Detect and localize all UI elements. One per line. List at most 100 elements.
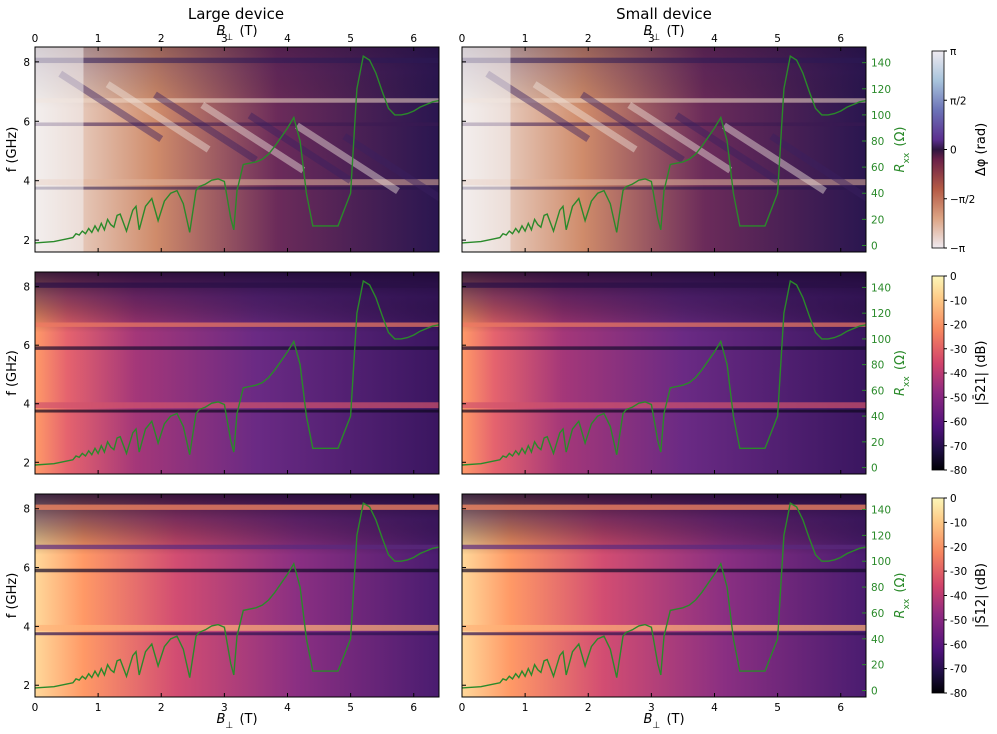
- colorbar-tick-label: 0: [950, 271, 957, 283]
- heatmap-band: [462, 282, 866, 288]
- rxx-tick-label: 0: [871, 463, 878, 475]
- colorbar-1: 0 -10 -20 -30 -40 -50 -60 -70 -80 |S̄21| (dB): [931, 271, 989, 477]
- rxx-tick-label: 140: [871, 505, 891, 517]
- heatmap-image: [35, 494, 439, 697]
- heatmap-streak: [580, 91, 685, 163]
- panel-r0-c0: 0 1 2 3 4 5 6 2 4 6 8 f (GHz) B⊥ (T): [5, 24, 440, 253]
- rxx-tick-label: 80: [871, 136, 884, 148]
- rxx-tick-label: 120: [871, 84, 891, 96]
- heatmap-streak: [200, 101, 306, 174]
- x-tick-label-top: 1: [95, 33, 102, 45]
- heatmap-band: [462, 122, 866, 127]
- heatmap-streak: [295, 122, 400, 195]
- rxx-tick-label: 80: [871, 582, 884, 594]
- axes-frame: [461, 493, 867, 698]
- rxx-line: [462, 54, 866, 244]
- heatmap-streak: [627, 101, 733, 174]
- axes-frame: [461, 271, 867, 475]
- axes-frame: [34, 493, 440, 698]
- colorbar-tick-label: -50: [950, 615, 967, 627]
- x-tick-label: 1: [522, 702, 529, 714]
- x-tick-label-top: 6: [837, 33, 844, 45]
- colorbar-tick-label: 0: [950, 493, 957, 505]
- x-tick-label-top: 5: [347, 33, 354, 45]
- rxx-tick-label: 120: [871, 308, 891, 320]
- heatmap-band: [35, 282, 439, 288]
- x-tick-label: 0: [32, 702, 39, 714]
- x-tick-label-top: 3: [648, 33, 655, 45]
- x-tick-label-top: 2: [158, 33, 165, 45]
- colorbar-gradient: [931, 275, 945, 471]
- colorbar-gradient: [931, 50, 945, 249]
- heatmap-band: [462, 624, 866, 631]
- rxx-tick-label: 100: [871, 334, 891, 346]
- x-axis-label-top: B⊥ (T): [643, 24, 684, 43]
- heatmap-band: [462, 402, 866, 409]
- x-tick-label: 0: [459, 702, 466, 714]
- x-tick-label-top: 2: [585, 33, 592, 45]
- heatmap-band: [35, 57, 439, 64]
- colorbar-tick-label: -60: [950, 639, 967, 651]
- colorbar-tick-label: -80: [950, 465, 967, 477]
- y-tick-label: 2: [23, 680, 30, 692]
- y-tick-label: 8: [23, 57, 30, 69]
- y-axis-label: f (GHz): [5, 127, 20, 173]
- rxx-tick-label: 100: [871, 110, 891, 122]
- x-axis-label: B⊥ (T): [216, 712, 257, 731]
- panel-r1-c0: 2 4 6 8 f (GHz): [5, 271, 440, 475]
- rxx-tick-label: 20: [871, 660, 884, 672]
- rxx-tick-label: 60: [871, 162, 884, 174]
- column-title-large: Large device: [188, 5, 284, 23]
- rxx-tick-label: 20: [871, 437, 884, 449]
- colorbar-tick-label: -20: [950, 542, 967, 554]
- rxx-tick-label: 140: [871, 282, 891, 294]
- colorbar-gradient: [931, 497, 945, 694]
- colorbar-tick-label: -30: [950, 566, 967, 578]
- x-tick-label-top: 1: [522, 33, 529, 45]
- heatmap-streak: [722, 122, 827, 195]
- x-tick-label: 5: [774, 702, 781, 714]
- x-tick-label: 3: [221, 702, 228, 714]
- x-tick-label: 3: [648, 702, 655, 714]
- x-tick-label: 4: [711, 702, 718, 714]
- heatmap-lowfield-bright: [35, 47, 84, 252]
- rxx-line: [35, 279, 439, 466]
- heatmap-band: [462, 504, 866, 510]
- colorbar-label: Δφ (rad): [974, 123, 989, 176]
- colorbar-tick-label: -60: [950, 417, 967, 429]
- colorbar-tick-label: −π: [950, 243, 966, 255]
- colorbar-tick-label: -70: [950, 441, 967, 453]
- x-tick-label: 6: [410, 702, 417, 714]
- heatmap-band: [35, 568, 439, 573]
- rxx-axis-label: Rxx (Ω): [893, 126, 912, 172]
- x-tick-label-top: 3: [221, 33, 228, 45]
- rxx-line: [35, 501, 439, 689]
- heatmap-band: [462, 322, 866, 327]
- rxx-line: [35, 54, 439, 244]
- heatmap-band: [462, 568, 866, 573]
- colorbar-label: |S̄12| (dB): [974, 563, 989, 628]
- x-tick-label-top: 4: [284, 33, 291, 45]
- x-tick-label: 1: [95, 702, 102, 714]
- colorbar-tick-label: -40: [950, 591, 967, 603]
- y-tick-label: 6: [23, 340, 30, 352]
- heatmap-image: [462, 272, 866, 474]
- y-axis-label: f (GHz): [5, 573, 20, 619]
- y-tick-label: 2: [23, 457, 30, 469]
- x-tick-label: 2: [158, 702, 165, 714]
- axes-frame: [461, 46, 867, 253]
- x-tick-label-top: 5: [774, 33, 781, 45]
- colorbar-tick-label: -30: [950, 344, 967, 356]
- heatmap-streak: [769, 133, 866, 202]
- y-tick-label: 8: [23, 282, 30, 294]
- y-tick-label: 4: [23, 176, 30, 188]
- colorbar-tick-label: π/2: [950, 95, 967, 107]
- heatmap-image: [35, 272, 439, 474]
- heatmap-band: [462, 98, 866, 103]
- rxx-line: [462, 501, 866, 689]
- rxx-tick-label: 100: [871, 556, 891, 568]
- colorbar-tick-label: -50: [950, 392, 967, 404]
